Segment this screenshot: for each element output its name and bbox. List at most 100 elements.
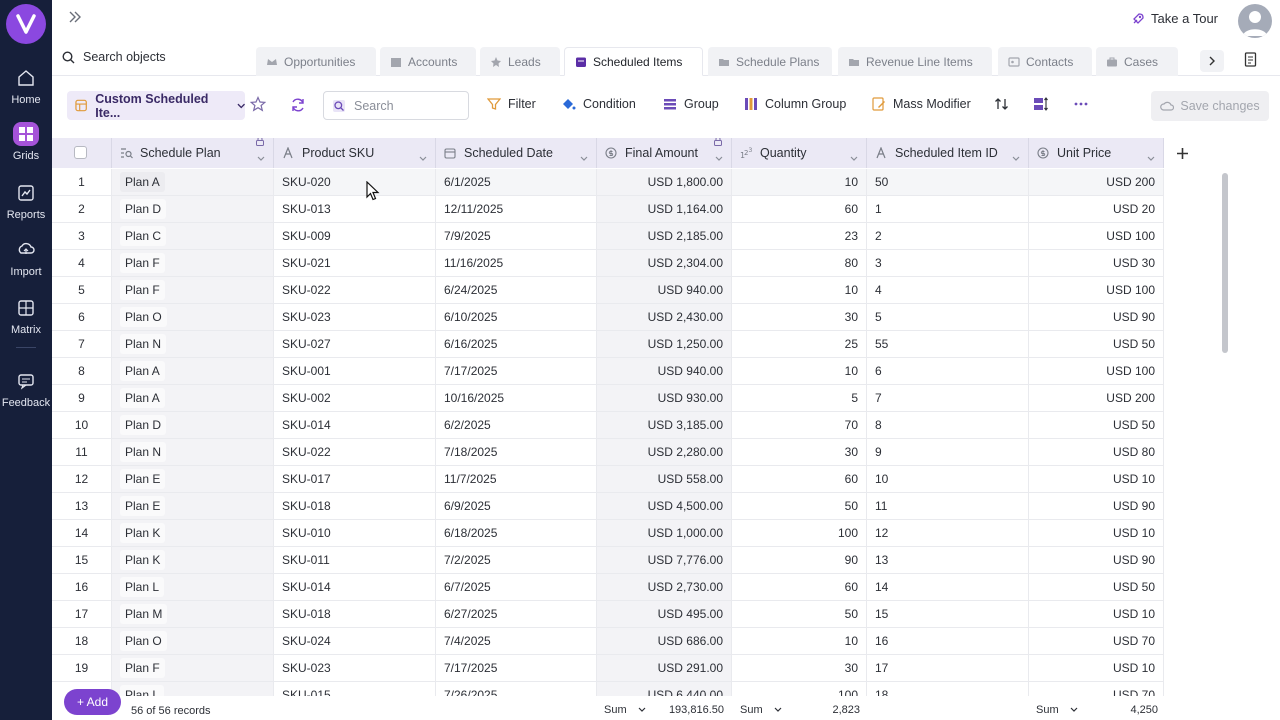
final-amount-cell[interactable]: USD 7,776.00 (597, 547, 732, 573)
row-number-cell[interactable]: 9 (52, 385, 112, 411)
rail-item-import[interactable]: Import (0, 238, 52, 278)
quantity-cell[interactable]: 80 (732, 250, 867, 276)
scheduled-date-cell[interactable]: 11/7/2025 (436, 466, 597, 492)
scheduled-item-id-cell[interactable]: 17 (867, 655, 1029, 681)
table-row[interactable]: 18 Plan O SKU-024 7/4/2025 USD 686.00 10 16 USD… (52, 628, 1164, 655)
chevron-down-icon[interactable] (1147, 150, 1155, 164)
column-header-scheduled-date[interactable]: Scheduled Date (436, 138, 597, 168)
unit-price-cell[interactable]: USD 80 (1029, 439, 1164, 465)
scheduled-date-cell[interactable]: 6/24/2025 (436, 277, 597, 303)
table-row[interactable]: 7 Plan N SKU-027 6/16/2025 USD 1,250.00 25 55 U… (52, 331, 1164, 358)
scheduled-date-cell[interactable]: 7/2/2025 (436, 547, 597, 573)
scheduled-date-cell[interactable]: 11/16/2025 (436, 250, 597, 276)
scheduled-date-cell[interactable]: 6/7/2025 (436, 574, 597, 600)
product-sku-cell[interactable]: SKU-014 (274, 412, 436, 438)
scheduled-item-id-cell[interactable]: 9 (867, 439, 1029, 465)
scheduled-item-id-cell[interactable]: 10 (867, 466, 1029, 492)
app-logo[interactable] (6, 4, 46, 44)
product-sku-cell[interactable]: SKU-018 (274, 493, 436, 519)
filter-button[interactable]: Filter (487, 97, 536, 111)
scheduled-date-cell[interactable]: 7/18/2025 (436, 439, 597, 465)
schedule-plan-cell[interactable]: Plan K (112, 520, 274, 546)
quantity-cell[interactable]: 10 (732, 358, 867, 384)
unit-price-cell[interactable]: USD 30 (1029, 250, 1164, 276)
final-amount-cell[interactable]: USD 940.00 (597, 277, 732, 303)
schedule-plan-cell[interactable]: Plan O (112, 628, 274, 654)
table-row[interactable]: 8 Plan A SKU-001 7/17/2025 USD 940.00 10 6 USD … (52, 358, 1164, 385)
unit-price-cell[interactable]: USD 20 (1029, 196, 1164, 222)
user-avatar[interactable] (1238, 4, 1272, 38)
view-selector[interactable]: Custom Scheduled Ite... (67, 91, 245, 120)
row-number-cell[interactable]: 17 (52, 601, 112, 627)
refresh-icon[interactable] (290, 97, 306, 118)
quantity-cell[interactable]: 10 (732, 169, 867, 195)
row-number-cell[interactable]: 13 (52, 493, 112, 519)
quantity-cell[interactable]: 90 (732, 547, 867, 573)
tab-contacts[interactable]: Contacts (998, 47, 1092, 76)
final-amount-cell[interactable]: USD 3,185.00 (597, 412, 732, 438)
scheduled-date-cell[interactable]: 7/9/2025 (436, 223, 597, 249)
chevron-down-icon[interactable] (1012, 150, 1020, 164)
expand-sidebar-icon[interactable] (68, 10, 90, 32)
table-row[interactable]: 13 Plan E SKU-018 6/9/2025 USD 4,500.00 50 11 U… (52, 493, 1164, 520)
row-number-cell[interactable]: 11 (52, 439, 112, 465)
tab-accounts[interactable]: Accounts (380, 47, 476, 76)
final-amount-cell[interactable]: USD 1,250.00 (597, 331, 732, 357)
row-number-cell[interactable]: 3 (52, 223, 112, 249)
quantity-cell[interactable]: 25 (732, 331, 867, 357)
product-sku-cell[interactable]: SKU-018 (274, 601, 436, 627)
scheduled-date-cell[interactable]: 6/27/2025 (436, 601, 597, 627)
final-amount-cell[interactable]: USD 4,500.00 (597, 493, 732, 519)
schedule-plan-cell[interactable]: Plan D (112, 196, 274, 222)
scheduled-item-id-cell[interactable]: 12 (867, 520, 1029, 546)
row-number-cell[interactable]: 15 (52, 547, 112, 573)
tab-schedule-plans[interactable]: Schedule Plans (708, 47, 832, 76)
schedule-plan-cell[interactable]: Plan A (112, 169, 274, 195)
schedule-plan-cell[interactable]: Plan N (112, 439, 274, 465)
scheduled-item-id-cell[interactable]: 50 (867, 169, 1029, 195)
rail-item-home[interactable]: Home (0, 66, 52, 106)
schedule-plan-cell[interactable]: Plan L (112, 682, 274, 696)
quantity-cell[interactable]: 30 (732, 304, 867, 330)
search-objects[interactable]: Search objects (62, 50, 166, 64)
unit-price-cell[interactable]: USD 100 (1029, 277, 1164, 303)
final-amount-cell[interactable]: USD 2,430.00 (597, 304, 732, 330)
row-number-cell[interactable]: 14 (52, 520, 112, 546)
product-sku-cell[interactable]: SKU-022 (274, 277, 436, 303)
product-sku-cell[interactable]: SKU-022 (274, 439, 436, 465)
scheduled-item-id-cell[interactable]: 14 (867, 574, 1029, 600)
quantity-cell[interactable]: 30 (732, 439, 867, 465)
final-amount-cell[interactable]: USD 1,000.00 (597, 520, 732, 546)
final-amount-cell[interactable]: USD 940.00 (597, 358, 732, 384)
scheduled-item-id-cell[interactable]: 2 (867, 223, 1029, 249)
product-sku-cell[interactable]: SKU-011 (274, 547, 436, 573)
product-sku-cell[interactable]: SKU-017 (274, 466, 436, 492)
unit-price-cell[interactable]: USD 200 (1029, 385, 1164, 411)
schedule-plan-cell[interactable]: Plan E (112, 466, 274, 492)
schedule-plan-cell[interactable]: Plan D (112, 412, 274, 438)
final-amount-cell[interactable]: USD 1,800.00 (597, 169, 732, 195)
quantity-cell[interactable]: 60 (732, 196, 867, 222)
final-amount-aggregate-select[interactable]: Sum (604, 704, 647, 716)
unit-price-cell[interactable]: USD 90 (1029, 493, 1164, 519)
scheduled-date-cell[interactable]: 6/9/2025 (436, 493, 597, 519)
final-amount-cell[interactable]: USD 495.00 (597, 601, 732, 627)
table-row[interactable]: 19 Plan F SKU-023 7/17/2025 USD 291.00 30 17 US… (52, 655, 1164, 682)
quantity-cell[interactable]: 70 (732, 412, 867, 438)
unit-price-cell[interactable]: USD 10 (1029, 601, 1164, 627)
unit-price-cell[interactable]: USD 100 (1029, 358, 1164, 384)
product-sku-cell[interactable]: SKU-015 (274, 682, 436, 696)
notes-icon[interactable] (1244, 52, 1260, 68)
final-amount-cell[interactable]: USD 686.00 (597, 628, 732, 654)
column-group-button[interactable]: Column Group (744, 97, 846, 111)
product-sku-cell[interactable]: SKU-020 (274, 169, 436, 195)
table-row[interactable]: 10 Plan D SKU-014 6/2/2025 USD 3,185.00 70 8 US… (52, 412, 1164, 439)
quantity-cell[interactable]: 5 (732, 385, 867, 411)
table-row[interactable]: 15 Plan K SKU-011 7/2/2025 USD 7,776.00 90 13 U… (52, 547, 1164, 574)
product-sku-cell[interactable]: SKU-027 (274, 331, 436, 357)
schedule-plan-cell[interactable]: Plan M (112, 601, 274, 627)
row-number-cell[interactable]: 19 (52, 655, 112, 681)
scheduled-item-id-cell[interactable]: 18 (867, 682, 1029, 696)
product-sku-cell[interactable]: SKU-021 (274, 250, 436, 276)
